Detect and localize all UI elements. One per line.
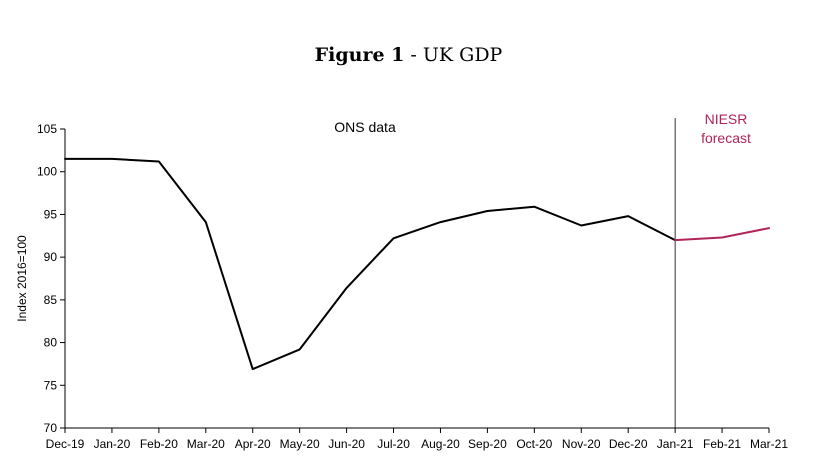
x-tick-label: Mar-21 [750,437,788,451]
ons-data-line [64,157,677,371]
chart-title-rest: UK GDP [422,44,503,66]
x-tick-label: Apr-20 [235,437,271,451]
niesr-forecast-annotation: NIESR [705,111,748,127]
niesr-forecast-line [674,227,770,242]
y-tick-label: 80 [44,336,58,350]
x-tick-label: May-20 [280,437,320,451]
x-tick-label: Sep-20 [468,437,507,451]
chart-title: Figure 1 - UK GDP [0,44,817,66]
x-tick-label: Aug-20 [421,437,460,451]
x-tick-label: Jul-20 [377,437,410,451]
x-tick-label: Dec-20 [609,437,648,451]
x-tick-label: Feb-21 [703,437,741,451]
y-tick-label: 75 [44,378,58,392]
x-tick-label: Jan-21 [657,437,694,451]
ons-data-annotation: ONS data [334,119,396,135]
x-tick-label: Nov-20 [562,437,601,451]
niesr-forecast-annotation: forecast [701,130,751,146]
y-tick-label: 70 [44,421,58,435]
y-tick-label: 90 [44,250,58,264]
y-tick-label: 95 [44,207,58,221]
x-tick-label: Jan-20 [94,437,131,451]
y-tick-label: 85 [44,293,58,307]
y-tick-label: 100 [37,165,57,179]
x-tick-label: Oct-20 [516,437,552,451]
chart-title-separator: - [404,44,423,66]
y-tick-label: 105 [37,122,57,136]
x-tick-label: Jun-20 [328,437,365,451]
x-tick-label: Feb-20 [140,437,178,451]
y-axis-label: Index 2016=100 [15,235,29,322]
x-tick-label: Mar-20 [187,437,225,451]
chart-title-bold: Figure 1 [314,44,405,66]
x-tick-label: Dec-19 [46,437,85,451]
